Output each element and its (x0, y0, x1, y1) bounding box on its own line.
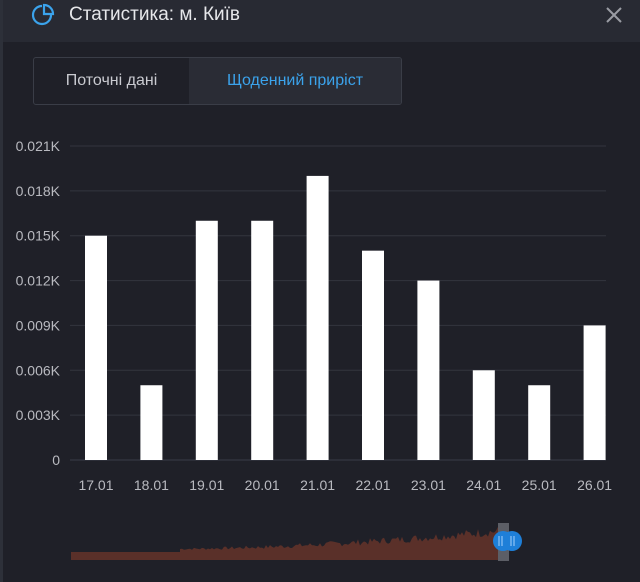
bar[interactable] (195, 220, 218, 460)
x-tick-label: 17.01 (78, 477, 113, 493)
tab-current-data[interactable]: Поточні дані (65, 72, 158, 89)
navigator-series (71, 526, 498, 560)
tab-daily-growth[interactable]: Щоденний приріст (189, 58, 401, 104)
bar[interactable] (472, 370, 495, 460)
close-icon[interactable] (601, 2, 627, 28)
y-tick-label: 0.003K (16, 407, 61, 423)
bar[interactable] (140, 385, 163, 460)
x-tick-label: 19.01 (189, 477, 224, 493)
bar[interactable] (362, 250, 384, 460)
bar[interactable] (528, 385, 551, 460)
bar[interactable] (306, 175, 329, 460)
bar-chart: 0 0.003K 0.006K 0.009K 0.012K 0.015K 0.018K 0.0… (16, 138, 613, 493)
pie-chart-icon (31, 3, 55, 26)
x-tick-label: 26.01 (577, 477, 612, 493)
dialog-header: Статистика: м. Київ (3, 0, 640, 42)
x-tick-label: 20.01 (245, 477, 280, 493)
bar[interactable] (417, 280, 440, 460)
y-tick-label: 0.015K (16, 228, 61, 244)
x-tick-label: 23.01 (411, 477, 446, 493)
bar[interactable] (583, 325, 606, 460)
x-tick-label: 18.01 (134, 477, 169, 493)
y-tick-label: 0.018K (16, 183, 61, 199)
window-edge (0, 0, 3, 582)
view-tabs: Поточні дані Щоденний приріст (33, 57, 402, 105)
y-tick-label: 0.012K (16, 273, 61, 289)
x-tick-label: 21.01 (300, 477, 335, 493)
bar[interactable] (85, 235, 107, 460)
y-tick-label: 0.006K (16, 362, 61, 378)
x-tick-label: 25.01 (522, 477, 557, 493)
x-tick-label: 22.01 (355, 477, 390, 493)
x-tick-label: 24.01 (466, 477, 501, 493)
navigator-handle[interactable] (493, 531, 522, 551)
y-tick-label: 0 (52, 452, 60, 468)
y-tick-label: 0.009K (16, 317, 61, 333)
dialog-title: Статистика: м. Київ (69, 4, 241, 25)
y-tick-label: 0.021K (16, 138, 61, 154)
chart-navigator[interactable] (0, 515, 640, 565)
bar[interactable] (251, 220, 274, 460)
